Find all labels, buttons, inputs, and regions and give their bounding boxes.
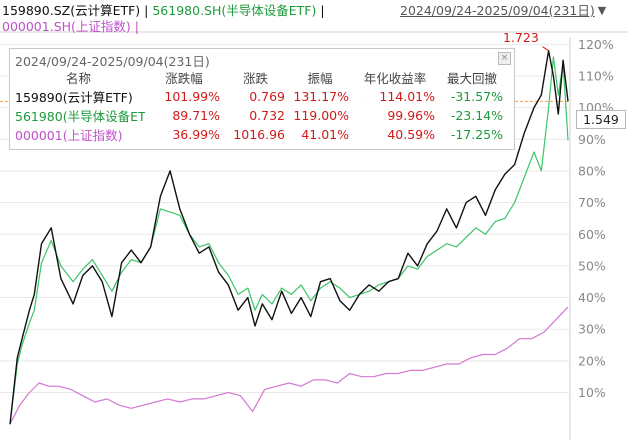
date-range[interactable]: 2024/09/24-2025/09/04(231日): [400, 3, 595, 18]
y-tick-label: 110%: [578, 68, 614, 83]
legend-item-cloud-etf[interactable]: 159890.SZ(云计算ETF): [2, 3, 141, 18]
y-tick-label: 70%: [578, 195, 606, 210]
series-line-semiconductor-etf: [9, 56, 569, 425]
max-value-label: 1.723: [503, 30, 539, 45]
row-change: 0.769: [249, 89, 285, 104]
row-change-pct: 101.99%: [164, 89, 220, 104]
row-name: 159890(云计算ETF): [15, 90, 133, 105]
col-header-change: 涨跌: [242, 71, 268, 86]
row-annualized: 114.01%: [379, 89, 435, 104]
col-header-name: 名称: [65, 71, 91, 86]
stats-table: 名称 涨跌幅 涨跌 振幅 年化收益率 最大回撤 159890(云计算ETF) 1…: [12, 68, 506, 144]
y-tick-label: 120%: [578, 37, 614, 52]
y-tick-label: 30%: [578, 322, 606, 337]
table-row[interactable]: 561980(半导体设备ETF) 89.71% 0.732 119.00% 99…: [12, 106, 506, 125]
row-change: 1016.96: [233, 127, 285, 142]
col-header-annualized: 年化收益率: [363, 71, 427, 86]
row-amplitude: 131.17%: [293, 89, 349, 104]
legend-item-shanghai-index[interactable]: 000001.SH(上证指数): [2, 19, 131, 34]
col-header-max-drawdown: 最大回撤: [446, 71, 497, 86]
y-tick-label: 90%: [578, 132, 606, 147]
row-name: 000001(上证指数): [15, 128, 123, 143]
y-tick-label: 20%: [578, 353, 606, 368]
row-max-drawdown: -17.25%: [450, 127, 503, 142]
row-amplitude: 41.01%: [301, 127, 349, 142]
current-price-tag: 1.549: [576, 110, 626, 129]
y-tick-label: 50%: [578, 258, 606, 273]
y-tick-label: 10%: [578, 385, 606, 400]
col-header-amplitude: 振幅: [307, 71, 333, 86]
row-change-pct: 89.71%: [172, 108, 220, 123]
col-header-change-pct: 涨跌幅: [165, 71, 203, 86]
row-annualized: 99.96%: [387, 108, 435, 123]
series-line-cloud-etf: [9, 50, 569, 425]
row-name: 561980(半导体设备ETF): [15, 109, 145, 124]
stats-header-row: 名称 涨跌幅 涨跌 振幅 年化收益率 最大回撤: [12, 68, 506, 87]
stats-panel: 2024/09/24-2025/09/04(231日) × 名称 涨跌幅 涨跌 …: [9, 48, 515, 150]
y-tick-label: 80%: [578, 163, 606, 178]
row-max-drawdown: -23.14%: [450, 108, 503, 123]
table-row[interactable]: 000001(上证指数) 36.99% 1016.96 41.01% 40.59…: [12, 125, 506, 144]
max-marker: [542, 46, 549, 52]
row-amplitude: 119.00%: [293, 108, 349, 123]
table-row[interactable]: 159890(云计算ETF) 101.99% 0.769 131.17% 114…: [12, 87, 506, 106]
y-tick-label: 40%: [578, 290, 606, 305]
row-change: 0.732: [249, 108, 285, 123]
row-annualized: 40.59%: [387, 127, 435, 142]
stats-panel-title: 2024/09/24-2025/09/04(231日): [15, 54, 210, 69]
row-max-drawdown: -31.57%: [450, 89, 503, 104]
series-line-shanghai-index: [9, 306, 569, 425]
y-tick-label: 60%: [578, 227, 606, 242]
row-change-pct: 36.99%: [172, 127, 220, 142]
close-icon[interactable]: ×: [498, 52, 511, 65]
legend-item-semiconductor-etf[interactable]: 561980.SH(半导体设备ETF): [152, 3, 317, 18]
chevron-down-icon[interactable]: ▼: [597, 4, 607, 17]
legend: 159890.SZ(云计算ETF) | 561980.SH(半导体设备ETF) …: [2, 3, 325, 18]
